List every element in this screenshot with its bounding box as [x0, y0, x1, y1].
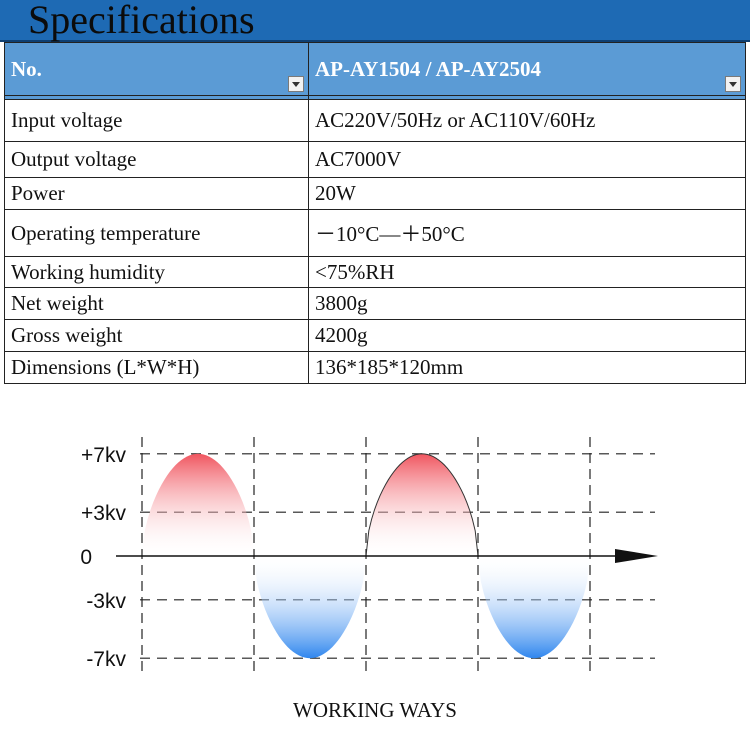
- y-tick-label: -3kv: [86, 590, 126, 613]
- column-header-model: AP-AY1504 / AP-AY2504: [308, 42, 746, 96]
- spec-value: 136*185*120mm: [308, 351, 746, 384]
- spec-label: Gross weight: [4, 319, 309, 352]
- half-cycle-positive: [142, 453, 254, 556]
- spec-label: Net weight: [4, 287, 309, 320]
- spec-table: No. AP-AY1504 / AP-AY2504 Input voltage …: [4, 42, 746, 384]
- y-tick-label: -7kv: [86, 648, 126, 671]
- table-row: Net weight 3800g: [4, 287, 746, 320]
- half-cycle-positive: [365, 453, 479, 557]
- chart-caption: WORKING WAYS: [293, 698, 457, 722]
- column-header-no: No.: [4, 42, 309, 96]
- table-header-row: No. AP-AY1504 / AP-AY2504: [4, 42, 746, 96]
- waveform-svg: +7kv +3kv 0 -3kv -7kv: [80, 437, 658, 671]
- spec-value: AC7000V: [308, 141, 746, 178]
- page-title: Specifications: [28, 0, 255, 42]
- spec-value: 4200g: [308, 319, 746, 352]
- table-row: Power 20W: [4, 177, 746, 210]
- spec-value: 20W: [308, 177, 746, 210]
- spec-value: <75%RH: [308, 256, 746, 288]
- filter-dropdown-icon[interactable]: [725, 76, 741, 92]
- title-bar: Specifications: [0, 0, 750, 42]
- column-header-no-label: No.: [11, 56, 42, 81]
- column-header-model-label: AP-AY1504 / AP-AY2504: [315, 56, 541, 81]
- y-tick-label: +3kv: [81, 502, 126, 525]
- spec-label: Power: [4, 177, 309, 210]
- table-row: Working humidity <75%RH: [4, 256, 746, 288]
- table-row: Dimensions (L*W*H) 136*185*120mm: [4, 351, 746, 384]
- spec-value: AC220V/50Hz or AC110V/60Hz: [308, 99, 746, 142]
- y-tick-label: +7kv: [81, 444, 126, 467]
- working-waveform-chart: +7kv +3kv 0 -3kv -7kv: [30, 435, 670, 675]
- table-row: Output voltage AC7000V: [4, 141, 746, 178]
- spec-label: Output voltage: [4, 141, 309, 178]
- table-row: Operating temperature －10°C—＋50°C: [4, 209, 746, 257]
- table-row: Gross weight 4200g: [4, 319, 746, 352]
- y-tick-label: 0: [80, 546, 92, 569]
- spec-label: Working humidity: [4, 256, 309, 288]
- filter-dropdown-icon[interactable]: [288, 76, 304, 92]
- spec-value: －10°C—＋50°C: [308, 209, 746, 257]
- spec-value: 3800g: [308, 287, 746, 320]
- spec-label: Operating temperature: [4, 209, 309, 257]
- table-row: Input voltage AC220V/50Hz or AC110V/60Hz: [4, 99, 746, 142]
- half-cycle-negative: [478, 556, 590, 659]
- spec-label: Input voltage: [4, 99, 309, 142]
- half-cycle-negative: [254, 556, 366, 659]
- spec-label: Dimensions (L*W*H): [4, 351, 309, 384]
- axis-arrow-icon: [615, 549, 658, 563]
